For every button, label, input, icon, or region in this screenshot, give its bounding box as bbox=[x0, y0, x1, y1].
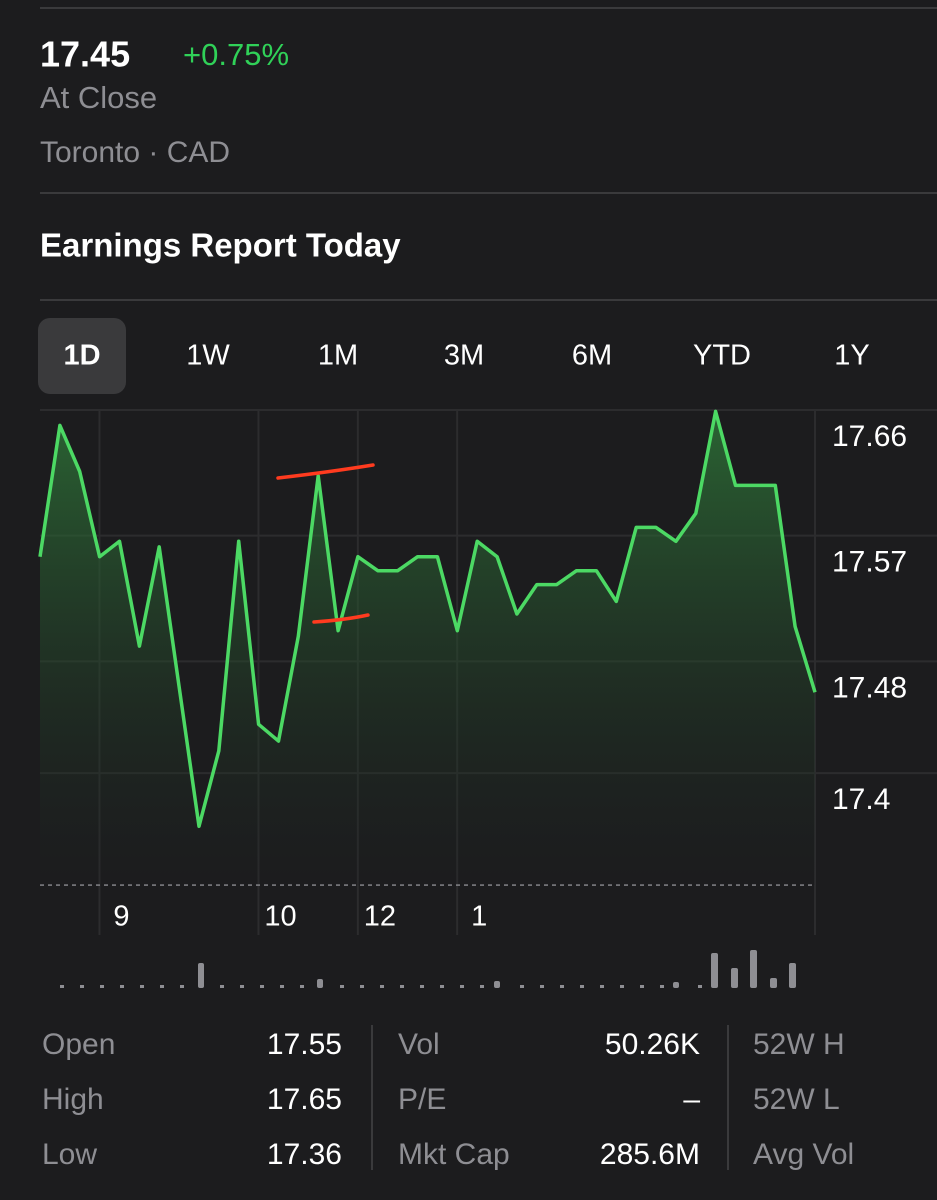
stat-value: 285.6M bbox=[600, 1138, 700, 1171]
tab[interactable]: 1Y bbox=[834, 340, 869, 372]
stat-value: 17.36 bbox=[267, 1138, 342, 1171]
y-tick-label: 17.48 bbox=[832, 671, 907, 704]
stat-label: P/E bbox=[398, 1083, 446, 1116]
status: At Close bbox=[40, 80, 157, 115]
stat-label: Low bbox=[42, 1138, 97, 1171]
tab[interactable]: 3M bbox=[444, 340, 484, 372]
change: +0.75% bbox=[183, 37, 289, 72]
stat-label: High bbox=[42, 1083, 104, 1116]
stat-label: Avg Vol bbox=[753, 1138, 854, 1171]
stat-label: Mkt Cap bbox=[398, 1138, 510, 1171]
y-tick-label: 17.4 bbox=[832, 783, 890, 816]
price: 17.45 bbox=[40, 34, 130, 75]
tab[interactable]: 1W bbox=[186, 340, 230, 372]
stat-value: 50.26K bbox=[605, 1028, 700, 1061]
stat-label: Vol bbox=[398, 1028, 440, 1061]
annotation bbox=[276, 463, 375, 480]
annotation bbox=[312, 613, 370, 624]
x-tick-label: 12 bbox=[364, 901, 396, 933]
stat-label: 52W H bbox=[753, 1028, 845, 1061]
stat-value: 17.65 bbox=[267, 1083, 342, 1116]
x-tick-label: 9 bbox=[113, 901, 129, 933]
tab-selected bbox=[38, 318, 126, 394]
y-tick-label: 17.57 bbox=[832, 546, 907, 579]
x-tick-label: 1 bbox=[471, 901, 487, 933]
y-tick-label: 17.66 bbox=[832, 420, 907, 453]
stats: Open 17.55 High 17.65 Low 17.36 Vol 50.26K P/E – M… bbox=[42, 1028, 854, 1171]
price-line bbox=[38, 409, 817, 829]
volume bbox=[60, 950, 796, 988]
stat-value: 17.55 bbox=[267, 1028, 342, 1061]
tab[interactable]: 1M bbox=[318, 340, 358, 372]
tab[interactable]: 6M bbox=[572, 340, 612, 372]
tab[interactable]: YTD bbox=[693, 340, 751, 372]
area-fill bbox=[40, 411, 815, 885]
x-tick-label: 10 bbox=[264, 901, 296, 933]
tab-bar: 1D 1W 1M 3M 6M YTD 1Y bbox=[38, 318, 870, 394]
tab[interactable]: 1D bbox=[63, 340, 100, 372]
stat-label: Open bbox=[42, 1028, 115, 1061]
stat-value: – bbox=[683, 1083, 700, 1116]
chart: 17.66 17.57 17.48 17.4 9 10 12 1 bbox=[38, 408, 937, 935]
exchange: Toronto · CAD bbox=[40, 136, 230, 169]
stat-label: 52W L bbox=[753, 1083, 840, 1116]
news-title[interactable]: Earnings Report Today bbox=[40, 227, 401, 264]
